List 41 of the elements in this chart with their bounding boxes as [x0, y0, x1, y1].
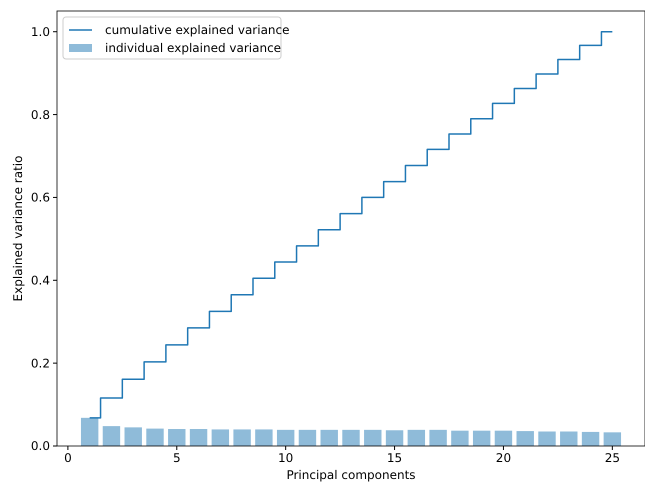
y-tick-label: 0.6 [30, 190, 50, 205]
x-tick-label: 15 [386, 451, 402, 465]
y-tick-label: 0.4 [30, 273, 50, 288]
x-tick-label: 25 [604, 451, 620, 465]
x-tick-label: 20 [496, 451, 512, 465]
bar [364, 430, 382, 446]
y-axis-title: Explained variance ratio [11, 156, 25, 302]
bar [190, 429, 208, 446]
bar [146, 428, 164, 446]
bar [276, 430, 294, 446]
x-tick-label: 10 [278, 451, 294, 465]
bar [255, 429, 273, 446]
bar [429, 430, 447, 446]
bar [102, 426, 120, 446]
bar [168, 429, 186, 446]
bar [386, 430, 404, 446]
bar [342, 430, 360, 446]
bar [560, 432, 578, 446]
bar [124, 427, 142, 446]
x-tick-label: 0 [64, 451, 72, 465]
y-tick-label: 0.0 [30, 439, 50, 454]
bar [604, 432, 622, 446]
legend-label: cumulative explained variance [105, 23, 290, 38]
bar [80, 418, 98, 446]
bar [408, 430, 426, 446]
x-axis-title: Principal components [286, 468, 416, 482]
bar [538, 432, 556, 446]
bar [494, 430, 512, 446]
bar [472, 430, 490, 446]
bar [320, 430, 338, 446]
y-tick-label: 1.0 [30, 24, 50, 39]
bar [298, 430, 316, 446]
legend-label: individual explained variance [105, 41, 282, 56]
y-tick-label: 0.2 [30, 356, 50, 370]
bar [516, 431, 534, 446]
x-tick-label: 5 [172, 451, 181, 465]
bar [582, 432, 600, 446]
bar [212, 429, 230, 446]
y-tick-label: 0.8 [30, 108, 50, 122]
bar [233, 429, 251, 446]
bar [451, 430, 469, 446]
